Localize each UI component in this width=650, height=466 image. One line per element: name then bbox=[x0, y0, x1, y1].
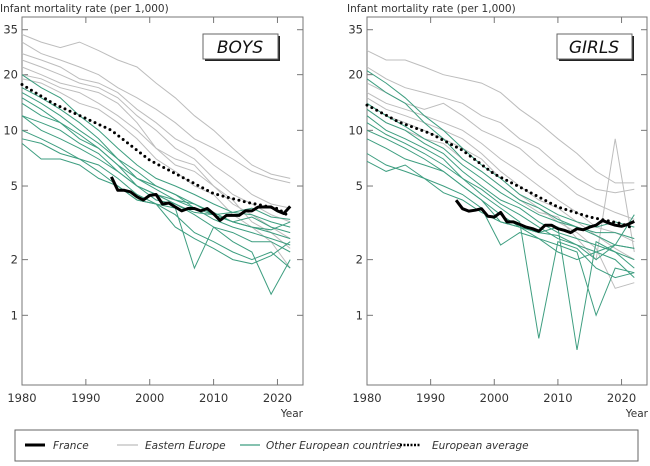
x-tick-label: 1990 bbox=[71, 391, 100, 405]
other-european-line bbox=[366, 115, 635, 278]
panel-label: BOYS bbox=[217, 38, 263, 58]
other-european-line bbox=[366, 129, 635, 350]
other-european-line bbox=[21, 102, 291, 253]
x-tick-label: 1990 bbox=[416, 391, 445, 405]
y-axis-title: Infant mortality rate (per 1,000) bbox=[0, 3, 169, 15]
x-tick-label: 2000 bbox=[135, 391, 164, 405]
eastern-europe-line bbox=[21, 59, 291, 223]
france-line bbox=[454, 199, 635, 235]
eastern-europe-line bbox=[21, 41, 291, 184]
eastern-europe-line bbox=[366, 50, 635, 184]
eastern-europe-line bbox=[366, 82, 635, 220]
x-tick-label: 2010 bbox=[543, 391, 572, 405]
eastern-europe-line bbox=[366, 92, 635, 243]
x-axis-title: Year bbox=[625, 408, 649, 420]
y-tick-label: 5 bbox=[11, 179, 18, 193]
other-european-line bbox=[366, 160, 635, 261]
eastern-europe-line bbox=[21, 33, 291, 179]
y-tick-label: 5 bbox=[356, 179, 363, 193]
x-tick-label: 2010 bbox=[199, 391, 228, 405]
y-tick-label: 35 bbox=[3, 23, 18, 37]
x-tick-label: 2000 bbox=[480, 391, 509, 405]
y-tick-label: 35 bbox=[348, 23, 363, 37]
y-tick-label: 2 bbox=[356, 253, 363, 267]
y-tick-label: 20 bbox=[3, 68, 18, 82]
other-european-line bbox=[366, 108, 635, 269]
eastern-europe-line bbox=[21, 74, 291, 249]
panel-label-box: BOYS bbox=[202, 33, 280, 61]
legend-label-other-european: Other European countries bbox=[266, 440, 402, 452]
plot-frame bbox=[366, 16, 648, 386]
eastern-europe-line bbox=[21, 78, 291, 269]
other-european-line bbox=[366, 122, 635, 339]
legend: France Eastern Europe Other European cou… bbox=[14, 429, 639, 462]
x-tick-label: 2020 bbox=[607, 391, 636, 405]
eastern-europe-line bbox=[366, 66, 635, 194]
legend-label-france: France bbox=[53, 440, 89, 452]
other-european-line bbox=[21, 92, 291, 234]
y-tick-label: 10 bbox=[348, 123, 363, 137]
x-tick-label: 1980 bbox=[352, 391, 381, 405]
other-european-line bbox=[21, 74, 291, 228]
legend-label-european-average: European average bbox=[432, 440, 529, 452]
x-tick-label: 2020 bbox=[263, 391, 292, 405]
y-tick-label: 20 bbox=[348, 68, 363, 82]
eastern-europe-line bbox=[21, 53, 291, 209]
y-tick-label: 1 bbox=[356, 308, 363, 322]
y-tick-label: 2 bbox=[11, 253, 18, 267]
other-european-line bbox=[366, 102, 635, 249]
panel-label-box: GIRLS bbox=[556, 33, 634, 61]
france-line bbox=[110, 176, 292, 222]
other-european-line bbox=[21, 97, 291, 246]
legend-label-eastern-europe: Eastern Europe bbox=[145, 440, 226, 452]
plot-frame bbox=[21, 16, 304, 386]
other-european-line bbox=[21, 143, 291, 296]
other-european-line bbox=[366, 78, 635, 240]
y-tick-label: 1 bbox=[11, 308, 18, 322]
panel-label: GIRLS bbox=[569, 38, 619, 58]
eastern-europe-line bbox=[21, 66, 291, 240]
other-european-line bbox=[21, 115, 291, 231]
other-european-line bbox=[21, 138, 291, 265]
y-axis-title: Infant mortality rate (per 1,000) bbox=[347, 3, 516, 15]
x-tick-label: 1980 bbox=[7, 391, 36, 405]
x-axis-title: Year bbox=[280, 408, 304, 420]
other-european-line bbox=[21, 129, 291, 269]
european-average-line bbox=[20, 83, 292, 219]
y-tick-label: 10 bbox=[3, 123, 18, 137]
